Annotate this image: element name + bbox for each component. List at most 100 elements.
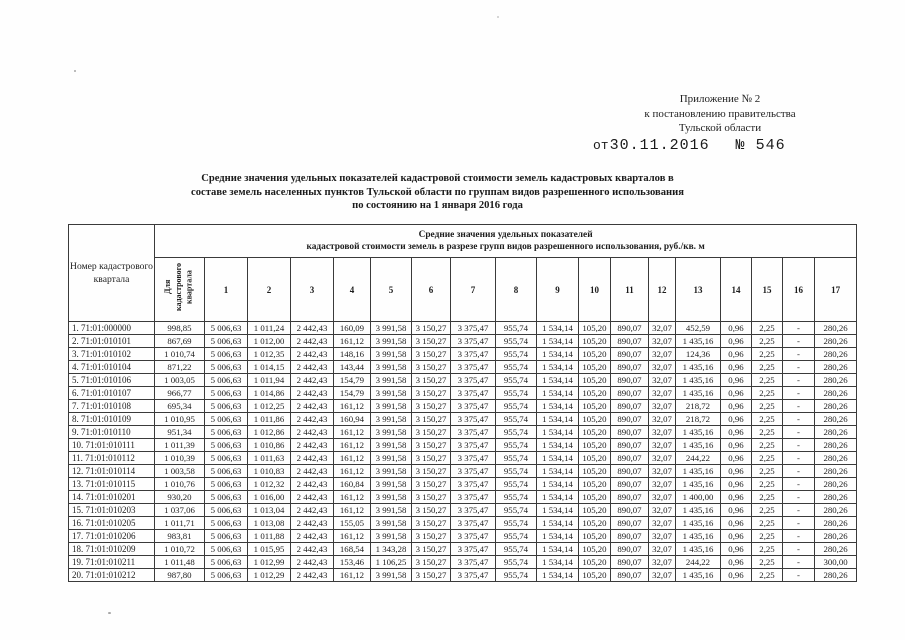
value-cell: 452,59: [675, 321, 721, 335]
value-cell: 955,74: [495, 464, 537, 478]
value-cell: 1 435,16: [675, 464, 721, 478]
value-cell: 2,25: [751, 334, 783, 348]
value-cell: 1 534,14: [536, 555, 579, 569]
value-cell: 0,96: [720, 386, 752, 400]
value-cell: -: [782, 516, 815, 530]
value-cell: 3 991,58: [370, 334, 412, 348]
value-cell: 1 012,25: [247, 399, 291, 413]
quarter-number-cell: 11. 71:01:010112: [68, 451, 155, 465]
value-cell: 1 343,28: [370, 542, 412, 556]
group-column-header: 15: [751, 257, 783, 322]
for-quarter-header-label: Для кадастрового квартала: [163, 262, 194, 312]
value-cell: 161,12: [333, 529, 371, 543]
value-cell: 280,26: [813, 568, 858, 582]
value-cell: -: [782, 347, 815, 361]
table-row: 5. 71:01:010106 1 003,05 5 006,63 1 011,94 2…: [68, 373, 858, 387]
value-cell: 143,44: [333, 360, 371, 374]
value-cell: 1 435,16: [675, 386, 721, 400]
value-cell: 5 006,63: [204, 321, 248, 335]
value-cell: 3 991,58: [370, 360, 412, 374]
value-cell: 32,07: [648, 555, 676, 569]
value-cell: 3 150,27: [411, 347, 451, 361]
group-number-row: Для кадастрового квартала 1 2 3 4 5 6 7 8 9 10 11 1…: [69, 257, 858, 322]
value-cell: 161,12: [333, 464, 371, 478]
value-cell: -: [782, 321, 815, 335]
document-date: 30.11.2016: [609, 136, 710, 154]
value-cell: 1 015,95: [247, 542, 291, 556]
value-cell: 3 991,58: [370, 464, 412, 478]
value-cell: 1 534,14: [536, 373, 579, 387]
value-cell: 32,07: [648, 568, 676, 582]
value-cell: 3 375,47: [450, 360, 496, 374]
table-row: 9. 71:01:010110 951,34 5 006,63 1 012,86 2 4…: [68, 425, 858, 439]
value-cell: 955,74: [495, 347, 537, 361]
value-cell: 955,74: [495, 503, 537, 517]
value-cell: 3 150,27: [411, 373, 451, 387]
value-cell: 280,26: [813, 477, 858, 491]
value-cell: 3 991,58: [370, 373, 412, 387]
group-column-header: 14: [720, 257, 752, 322]
value-cell: 890,07: [610, 438, 649, 452]
value-cell: 1 012,32: [247, 477, 291, 491]
document-title: Средние значения удельных показателей ка…: [115, 172, 760, 213]
value-cell: 3 991,58: [370, 516, 412, 530]
value-cell: 955,74: [495, 412, 537, 426]
value-cell: 161,12: [333, 490, 371, 504]
quarter-number-cell: 9. 71:01:010110: [68, 425, 155, 439]
group-span-header: Средние значения удельных показателей ка…: [153, 224, 858, 258]
value-cell: 32,07: [648, 529, 676, 543]
value-cell: 3 375,47: [450, 438, 496, 452]
value-cell: 3 150,27: [411, 464, 451, 478]
value-cell: 280,26: [813, 425, 858, 439]
value-cell: 1 003,58: [154, 464, 205, 478]
value-cell: 280,26: [813, 399, 858, 413]
value-cell: 2,25: [751, 542, 783, 556]
value-cell: -: [782, 503, 815, 517]
value-cell: 244,22: [675, 555, 721, 569]
value-cell: 2,25: [751, 438, 783, 452]
quarter-number-cell: 5. 71:01:010106: [68, 373, 155, 387]
table-row: 3. 71:01:010102 1 010,74 5 006,63 1 012,35 2…: [68, 347, 858, 361]
document-number: № 546: [735, 136, 786, 154]
value-cell: 105,20: [578, 412, 611, 426]
value-cell: 890,07: [610, 542, 649, 556]
value-cell: 2,25: [751, 555, 783, 569]
value-cell: 105,20: [578, 555, 611, 569]
value-cell: 955,74: [495, 555, 537, 569]
value-cell: 160,94: [333, 412, 371, 426]
value-cell: 5 006,63: [204, 438, 248, 452]
value-cell: 3 150,27: [411, 360, 451, 374]
value-cell: 5 006,63: [204, 503, 248, 517]
group-column-header: 7: [450, 257, 496, 322]
value-cell: 2 442,43: [290, 321, 334, 335]
quarter-number-cell: 20. 71:01:010212: [68, 568, 155, 582]
value-cell: 2,25: [751, 516, 783, 530]
value-cell: 3 150,27: [411, 529, 451, 543]
value-cell: 5 006,63: [204, 464, 248, 478]
value-cell: 2 442,43: [290, 386, 334, 400]
value-cell: 3 375,47: [450, 412, 496, 426]
group-column-header: 17: [813, 257, 858, 322]
value-cell: 32,07: [648, 451, 676, 465]
appendix-line-2: к постановлению правительства: [644, 107, 796, 120]
value-cell: 280,26: [813, 516, 858, 530]
value-cell: 1 010,76: [154, 477, 205, 491]
value-cell: 1 400,00: [675, 490, 721, 504]
value-cell: 3 150,27: [411, 334, 451, 348]
value-cell: 124,36: [675, 347, 721, 361]
value-cell: 1 012,35: [247, 347, 291, 361]
value-cell: 3 375,47: [450, 503, 496, 517]
value-cell: 890,07: [610, 425, 649, 439]
value-cell: 5 006,63: [204, 373, 248, 387]
table-row: 19. 71:01:010211 1 011,48 5 006,63 1 012,99…: [68, 555, 858, 569]
value-cell: 890,07: [610, 321, 649, 335]
for-quarter-column-header: Для кадастрового квартала: [154, 257, 205, 322]
value-cell: 2,25: [751, 529, 783, 543]
value-cell: 161,12: [333, 451, 371, 465]
value-cell: 2,25: [751, 321, 783, 335]
value-cell: 1 435,16: [675, 503, 721, 517]
value-cell: 890,07: [610, 568, 649, 582]
value-cell: 280,26: [813, 464, 858, 478]
value-cell: 0,96: [720, 347, 752, 361]
value-cell: 5 006,63: [204, 386, 248, 400]
